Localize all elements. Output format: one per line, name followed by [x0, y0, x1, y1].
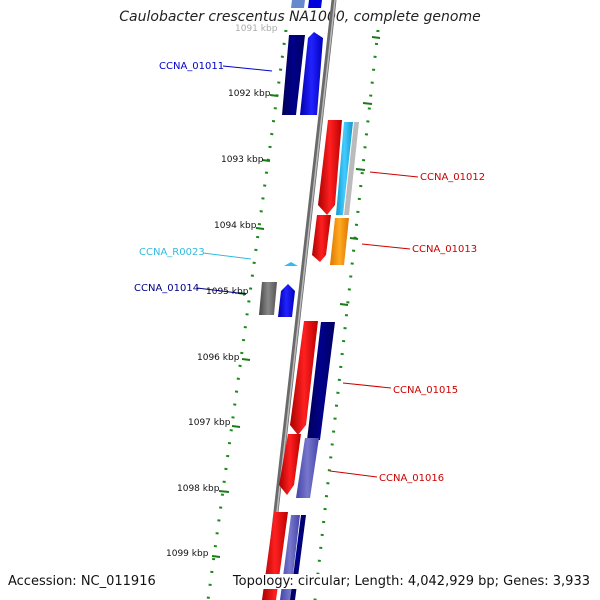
gene-ccna-01013-orange-icon [330, 218, 349, 265]
outer-dotted-ring [313, 29, 380, 600]
gene-ccna-01011-icon [300, 32, 323, 115]
gene-label-ccna-01014[interactable]: CCNA_01014 [134, 283, 199, 294]
gene-ccna-01013-icon [312, 215, 331, 262]
tick-label: 1093 kbp [221, 155, 264, 165]
accession-label: Accession: NC_011916 [8, 574, 156, 589]
gene-ccna-r0023-icon [284, 262, 298, 266]
tick-label: 1096 kbp [197, 353, 240, 363]
inner-dotted-ring [206, 29, 288, 600]
gene-ccna-01015-icon [290, 321, 318, 435]
tick-label: 1098 kbp [177, 484, 220, 494]
gene-ccna-01014-icon [278, 284, 295, 317]
gene-ccna-01015-dark-icon [307, 322, 335, 440]
tick-label: 1097 kbp [188, 418, 231, 428]
tick-label: 1091 kbp [235, 24, 278, 34]
gene-ccna-01011-dark-icon [282, 35, 305, 115]
gene-labels: CCNA_01011 CCNA_01012 CCNA_01013 CCNA_R0… [134, 61, 485, 484]
genome-backbone [263, 0, 337, 600]
tick-label: 1092 kbp [228, 89, 271, 99]
gene-label-ccna-01011[interactable]: CCNA_01011 [159, 61, 224, 72]
gene-ccna-01016-icon [279, 434, 301, 495]
gene-ccna-01016-dark-icon [296, 438, 319, 498]
gene-label-ccna-01013[interactable]: CCNA_01013 [412, 244, 477, 255]
gene-ccna-01010-icon [291, 0, 305, 8]
tick-label: 1094 kbp [214, 221, 257, 231]
gene-ccna-01012-rna-icon [336, 122, 353, 215]
gene-ccna-01014-grey-icon [259, 282, 277, 315]
tick-label: 1099 kbp [166, 549, 209, 559]
gene-label-ccna-01012[interactable]: CCNA_01012 [420, 172, 485, 183]
map-title: Caulobacter crescentus NA1000, complete … [119, 9, 481, 25]
gene-label-ccna-01016[interactable]: CCNA_01016 [379, 473, 444, 484]
gene-label-ccna-r0023[interactable]: CCNA_R0023 [139, 247, 205, 258]
gene-label-ccna-01015[interactable]: CCNA_01015 [393, 385, 458, 396]
gene-ccna-01012-icon [318, 120, 342, 215]
genome-summary: Topology: circular; Length: 4,042,929 bp… [228, 574, 590, 589]
